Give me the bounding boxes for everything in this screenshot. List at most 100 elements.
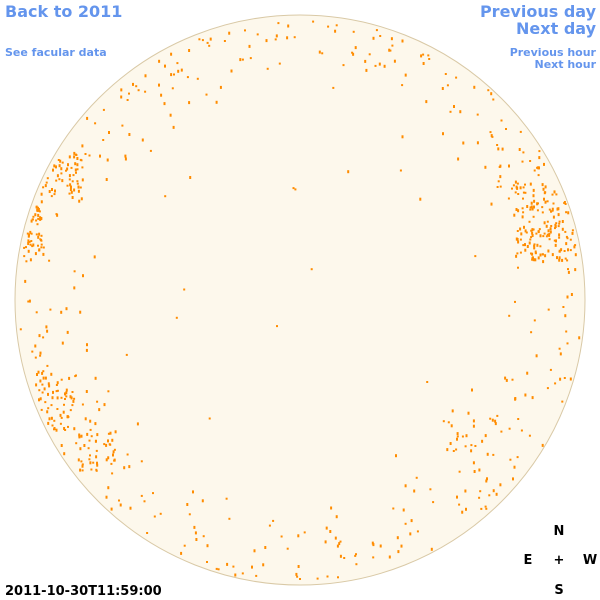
facula (529, 206, 532, 209)
facula (69, 183, 72, 187)
facula (81, 166, 84, 169)
facula (455, 76, 458, 79)
facula (390, 37, 393, 41)
facula (62, 410, 65, 414)
next-hour-link[interactable]: Next hour (535, 58, 597, 71)
facula (379, 35, 382, 37)
facula (46, 410, 49, 414)
facula (519, 251, 522, 254)
facula (558, 250, 561, 253)
facula (449, 110, 452, 113)
facula (534, 258, 537, 262)
facula (25, 246, 27, 249)
facula (276, 325, 278, 328)
facula (557, 207, 560, 211)
facula (208, 44, 211, 47)
facula (121, 124, 124, 127)
facula (70, 185, 72, 189)
facula (52, 168, 54, 172)
facula (105, 443, 108, 447)
next-day-link[interactable]: Next day (516, 19, 597, 38)
facula (456, 435, 459, 438)
facula (268, 524, 271, 527)
facula (202, 535, 205, 538)
facula (573, 245, 576, 249)
facula (58, 178, 61, 181)
facula (566, 295, 569, 299)
facula (160, 93, 163, 97)
facula (253, 549, 256, 553)
facula (490, 134, 493, 138)
facula (442, 132, 444, 136)
facula (28, 299, 31, 303)
facula (118, 499, 120, 502)
facula (45, 325, 48, 329)
facula (77, 189, 80, 193)
facula (456, 495, 458, 499)
facula (472, 461, 475, 465)
facula (532, 256, 534, 259)
facula (50, 404, 53, 407)
facula (522, 197, 524, 200)
facula (163, 102, 166, 106)
facula (522, 186, 525, 189)
facula (209, 37, 212, 41)
back-link[interactable]: Back to 2011 (5, 2, 122, 21)
facula (149, 149, 152, 152)
facula (537, 256, 540, 260)
facula (497, 180, 500, 183)
facula (87, 447, 90, 450)
facula (441, 87, 444, 90)
facula (287, 24, 290, 28)
compass-center: + (554, 553, 565, 568)
facula (487, 89, 490, 92)
facula (94, 122, 97, 125)
facula (532, 228, 535, 231)
facula (427, 54, 430, 57)
facula (531, 252, 534, 256)
facula (57, 159, 60, 161)
facula (499, 483, 502, 487)
facula (144, 90, 147, 93)
facula (545, 235, 548, 238)
facula (183, 288, 186, 291)
facula (71, 404, 74, 407)
facula (169, 113, 172, 117)
facula (56, 389, 59, 392)
facular-link[interactable]: See facular data (5, 46, 107, 59)
previous-day-link[interactable]: Previous day (480, 2, 597, 21)
facula (547, 308, 550, 311)
facula (42, 336, 45, 339)
facula (81, 403, 84, 406)
facula (35, 219, 38, 222)
facula (76, 168, 79, 171)
facula (44, 376, 47, 380)
facula (90, 468, 93, 471)
facula (499, 185, 502, 188)
facula (551, 207, 554, 211)
facula (461, 435, 464, 438)
facula (485, 507, 488, 510)
facula (452, 450, 455, 452)
facula (75, 153, 77, 156)
facula (56, 381, 59, 385)
facula (520, 232, 523, 236)
facula (29, 243, 32, 246)
facula (27, 300, 30, 303)
facula (206, 41, 209, 44)
facula (193, 525, 196, 529)
previous-hour-link[interactable]: Previous hour (510, 46, 597, 59)
facula (535, 354, 538, 358)
facula (530, 201, 533, 205)
facula (34, 356, 37, 359)
solar-disk (14, 14, 586, 586)
facula (476, 113, 479, 116)
facula (531, 231, 534, 235)
facula (188, 101, 191, 105)
facula (567, 211, 570, 215)
facula (522, 191, 525, 194)
facula (63, 452, 66, 456)
facula (125, 353, 128, 356)
facula (465, 507, 467, 511)
facula (471, 388, 473, 392)
